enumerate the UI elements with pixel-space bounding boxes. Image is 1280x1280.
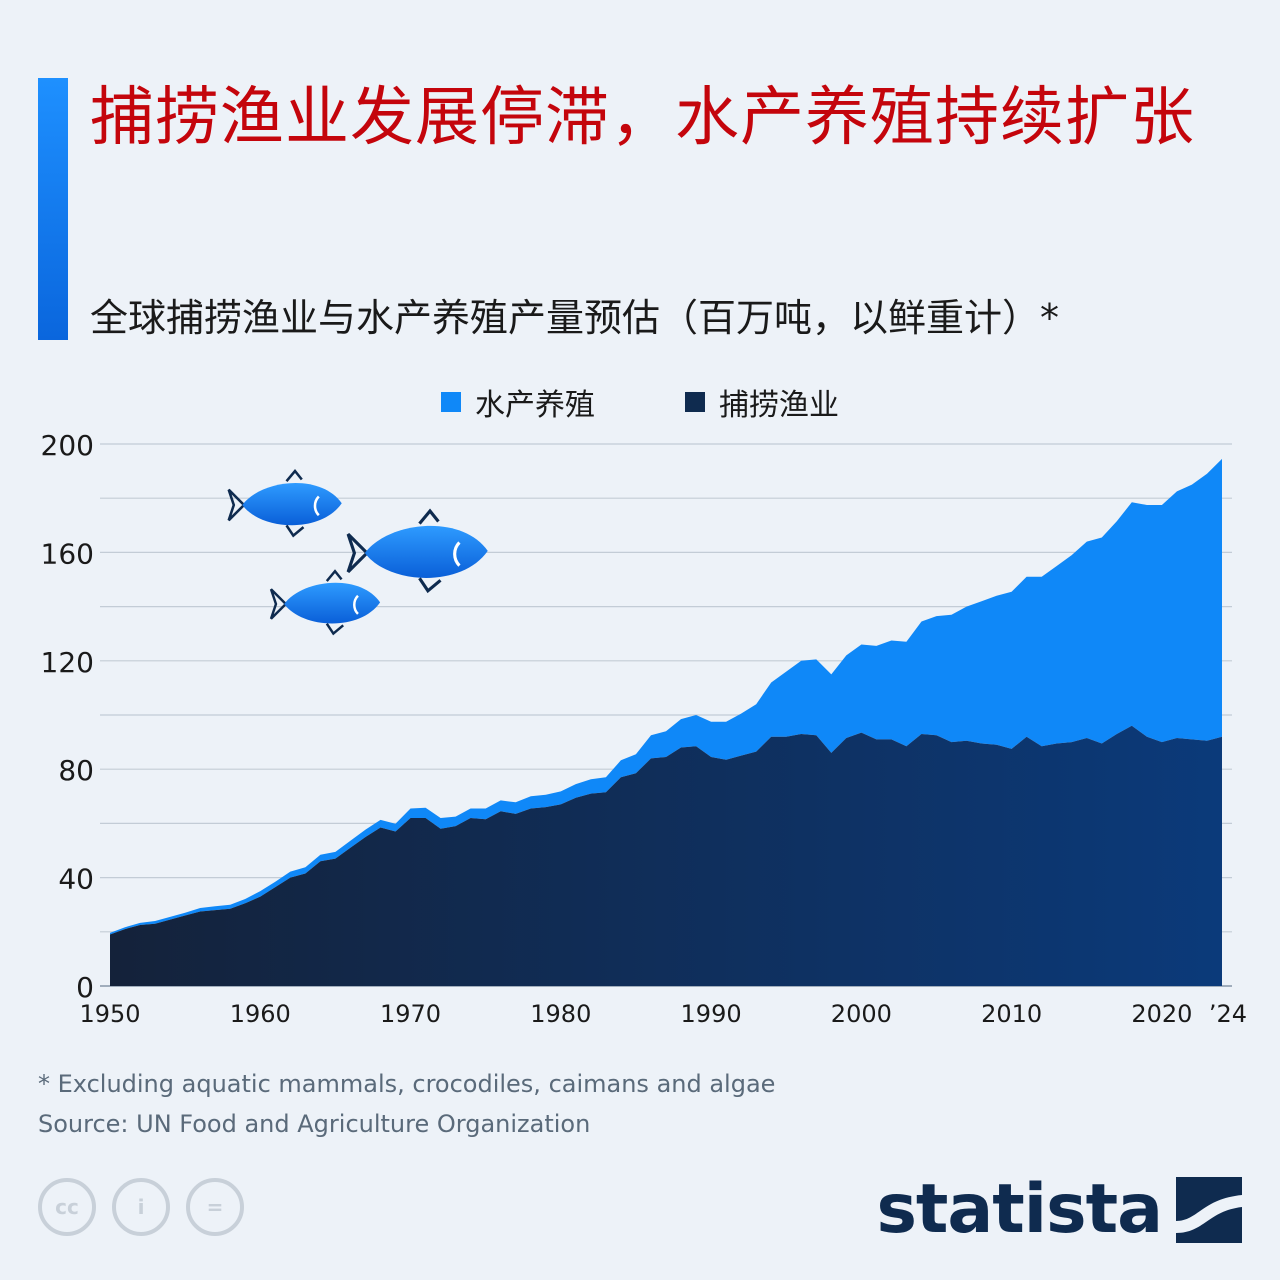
area-chart: 0 40 80 120 160 200 1950 1960 1970 1980 1990 2000 20… bbox=[41, 429, 1248, 1028]
source-link[interactable]: Source: UN Food and Agriculture Organiza… bbox=[38, 1110, 591, 1138]
logo-mark-icon bbox=[1176, 1177, 1242, 1243]
fish-icon bbox=[227, 468, 342, 538]
y-tick-label: 40 bbox=[58, 863, 94, 896]
y-tick-label: 80 bbox=[58, 754, 94, 787]
x-tick-label: 1980 bbox=[530, 1000, 591, 1028]
y-tick-label: 120 bbox=[41, 646, 94, 679]
chart-legend: 水产养殖 捕捞渔业 bbox=[0, 380, 1280, 424]
attribution-icon[interactable]: i bbox=[112, 1178, 170, 1236]
logo-text: statista bbox=[876, 1170, 1163, 1249]
chart-subtitle: 全球捕捞渔业与水产养殖产量预估（百万吨，以鲜重计）* bbox=[90, 296, 1060, 340]
x-tick-label: ’24 bbox=[1209, 1000, 1247, 1028]
footnote-note: * Excluding aquatic mammals, crocodiles,… bbox=[38, 1070, 776, 1098]
page-title: 捕捞渔业发展停滞，水产养殖持续扩张 bbox=[90, 81, 1195, 155]
legend-label-capture: 捕捞渔业 bbox=[719, 388, 839, 423]
no-derivatives-icon[interactable]: = bbox=[186, 1178, 244, 1236]
fish-icon bbox=[269, 569, 381, 636]
y-tick-label: 0 bbox=[76, 971, 94, 1004]
statista-logo[interactable]: statista bbox=[876, 1170, 1242, 1250]
cc-icon[interactable]: cc bbox=[38, 1178, 96, 1236]
x-tick-label: 1950 bbox=[79, 1000, 140, 1028]
legend-swatch-capture bbox=[685, 392, 705, 412]
legend-label-aquaculture: 水产养殖 bbox=[475, 388, 595, 423]
y-tick-label: 160 bbox=[41, 537, 94, 570]
x-tick-label: 2000 bbox=[831, 1000, 892, 1028]
legend-item-capture[interactable]: 捕捞渔业 bbox=[685, 380, 839, 424]
x-tick-label: 2020 bbox=[1131, 1000, 1192, 1028]
x-tick-label: 1970 bbox=[380, 1000, 441, 1028]
y-tick-label: 200 bbox=[41, 429, 94, 462]
x-tick-label: 1990 bbox=[681, 1000, 742, 1028]
area-series bbox=[110, 458, 1222, 986]
legend-item-aquaculture[interactable]: 水产养殖 bbox=[441, 380, 595, 424]
accent-bar bbox=[38, 78, 68, 340]
series-area-aquaculture bbox=[110, 458, 1222, 935]
footnote: * Excluding aquatic mammals, crocodiles,… bbox=[38, 1064, 775, 1144]
fish-illustration bbox=[227, 468, 488, 636]
series-area-capture bbox=[110, 725, 1222, 986]
legend-swatch-aquaculture bbox=[441, 392, 461, 412]
x-tick-label: 1960 bbox=[230, 1000, 291, 1028]
fish-icon bbox=[346, 508, 488, 594]
x-tick-label: 2010 bbox=[981, 1000, 1042, 1028]
license-icons: cc i = bbox=[38, 1178, 244, 1236]
axes: 0 40 80 120 160 200 1950 1960 1970 1980 1990 2000 20… bbox=[41, 429, 1248, 1028]
